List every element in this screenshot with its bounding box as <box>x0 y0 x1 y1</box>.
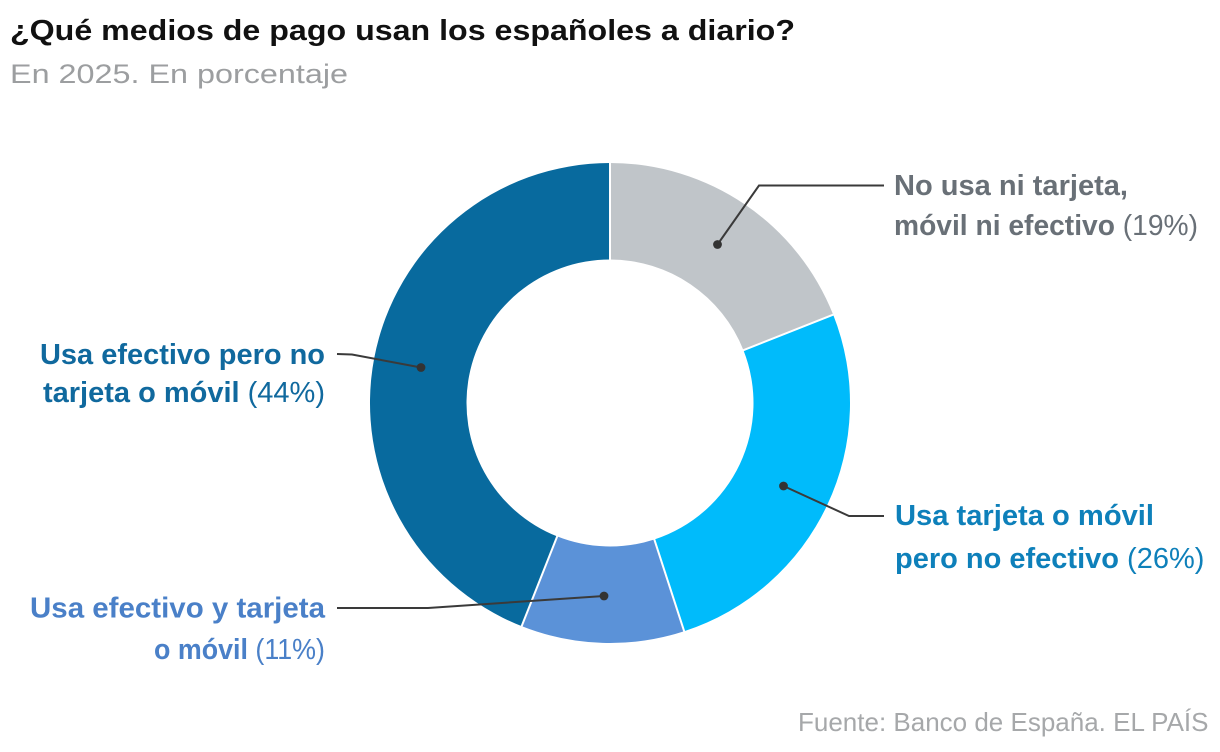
svg-text:Usa tarjeta o móvil: Usa tarjeta o móvil <box>895 500 1154 532</box>
svg-text:Fuente: Banco de España. EL PA: Fuente: Banco de España. EL PAÍS <box>798 707 1209 737</box>
svg-text:¿Qué medios de pago usan los e: ¿Qué medios de pago usan los españoles a… <box>10 15 795 47</box>
svg-text:o móvil (11%): o móvil (11%) <box>154 634 325 666</box>
svg-text:tarjeta o móvil (44%): tarjeta o móvil (44%) <box>43 377 325 409</box>
svg-text:Usa efectivo pero no: Usa efectivo pero no <box>40 339 325 371</box>
svg-text:En 2025. En porcentaje: En 2025. En porcentaje <box>10 59 348 89</box>
svg-text:móvil ni efectivo (19%): móvil ni efectivo (19%) <box>894 210 1198 242</box>
svg-text:pero no efectivo (26%): pero no efectivo (26%) <box>895 543 1204 575</box>
svg-text:No usa ni tarjeta,: No usa ni tarjeta, <box>894 170 1128 202</box>
svg-text:Usa efectivo y tarjeta: Usa efectivo y tarjeta <box>30 593 326 625</box>
